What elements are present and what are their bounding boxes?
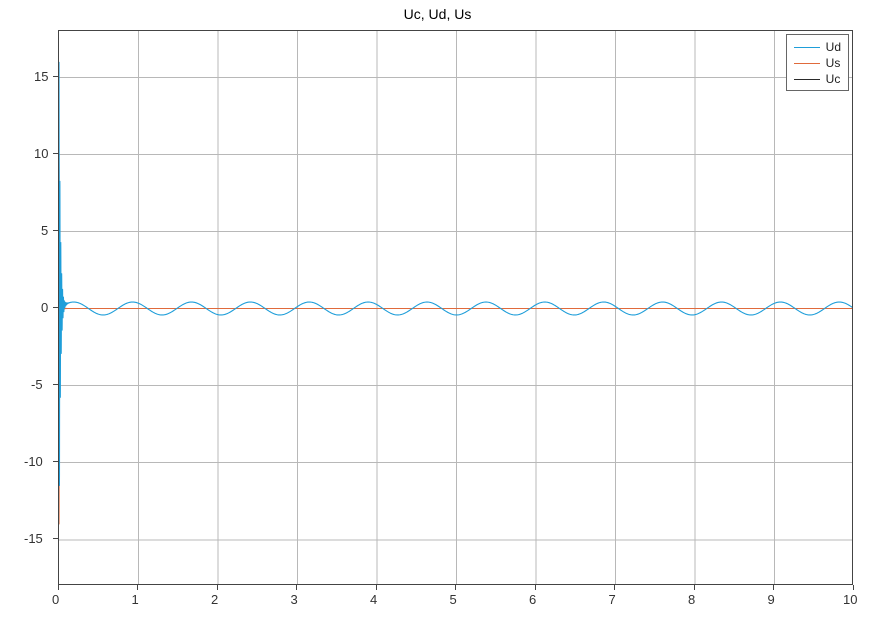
legend-label: Us (826, 56, 841, 70)
plot-area (58, 30, 853, 585)
x-tick (376, 585, 377, 590)
y-tick-label: 0 (41, 300, 48, 315)
y-tick (53, 461, 58, 462)
x-tick-label: 5 (450, 592, 457, 607)
y-tick (53, 538, 58, 539)
legend-label: Uc (826, 72, 841, 86)
series-layer (59, 31, 853, 585)
x-tick (773, 585, 774, 590)
x-tick (455, 585, 456, 590)
x-tick-label: 3 (291, 592, 298, 607)
series-uc (59, 154, 853, 367)
x-tick-label: 8 (688, 592, 695, 607)
series-us (59, 196, 853, 524)
y-tick-label: -15 (24, 531, 43, 546)
legend-item: Ud (794, 39, 841, 55)
x-tick-label: 10 (843, 592, 857, 607)
legend-item: Uc (794, 71, 841, 87)
legend-swatch (794, 79, 820, 80)
x-tick (58, 585, 59, 590)
y-tick-label: -5 (31, 377, 43, 392)
chart-title: Uc, Ud, Us (0, 6, 875, 22)
series-ud (59, 62, 853, 486)
x-tick-label: 4 (370, 592, 377, 607)
y-tick (53, 230, 58, 231)
y-tick (53, 153, 58, 154)
x-tick-label: 6 (529, 592, 536, 607)
y-tick-label: 10 (34, 146, 48, 161)
x-tick-label: 2 (211, 592, 218, 607)
x-tick-label: 7 (609, 592, 616, 607)
plot-wrap: 012345678910-15-10-5051015 UdUsUc (58, 30, 853, 585)
x-tick (296, 585, 297, 590)
legend-swatch (794, 47, 820, 48)
y-tick (53, 76, 58, 77)
legend-swatch (794, 63, 820, 64)
y-tick-label: 5 (41, 223, 48, 238)
y-tick-label: 15 (34, 69, 48, 84)
x-tick (217, 585, 218, 590)
x-tick (614, 585, 615, 590)
legend-label: Ud (826, 40, 841, 54)
figure: Uc, Ud, Us 0 1 2 3 4 5 6 7 8 9 10 -15 -10 -5 0 5 10 15 Ud… (0, 0, 875, 619)
y-tick-label: -10 (24, 454, 43, 469)
x-tick-label: 0 (52, 592, 59, 607)
y-tick (53, 384, 58, 385)
x-tick-label: 1 (132, 592, 139, 607)
x-tick (137, 585, 138, 590)
legend: Ud Us Uc (786, 34, 849, 91)
legend-item: Us (794, 55, 841, 71)
x-tick (853, 585, 854, 590)
y-tick (53, 307, 58, 308)
x-tick-label: 9 (768, 592, 775, 607)
x-tick (535, 585, 536, 590)
x-tick (694, 585, 695, 590)
